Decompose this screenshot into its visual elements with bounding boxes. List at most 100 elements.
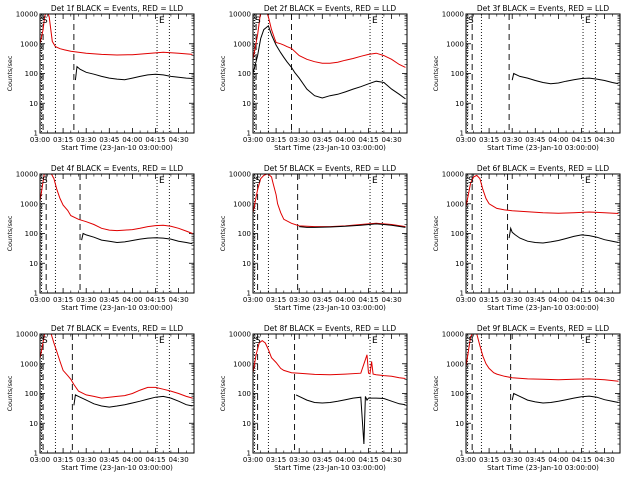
x-axis-label: Start Time (23-Jan-10 03:00:00): [61, 304, 173, 312]
start-marker-label: S: [255, 176, 261, 186]
x-tick-label: 03:15: [266, 456, 286, 464]
x-tick-label: 03:15: [266, 136, 286, 144]
y-tick-label: 1: [34, 130, 38, 138]
x-axis-label: Start Time (23-Jan-10 03:00:00): [487, 144, 599, 152]
events-rate-line: [295, 394, 406, 445]
x-tick-label: 03:45: [312, 296, 332, 304]
x-tick-label: 04:30: [595, 136, 615, 144]
x-tick-label: 03:00: [30, 296, 50, 304]
panel-title: Det 5f BLACK = Events, RED = LLD: [264, 164, 397, 173]
end-marker-label: E: [372, 16, 378, 26]
x-tick-label: 03:00: [243, 296, 263, 304]
lld-rate-line: [466, 174, 619, 214]
y-axis-label: Counts/sec: [6, 375, 14, 411]
x-tick-label: 04:00: [122, 456, 142, 464]
end-marker-label: E: [585, 16, 591, 26]
y-tick-label: 1: [247, 290, 251, 298]
plot-panel-1: Det 1f BLACK = Events, RED = LLD Counts/s…: [6, 4, 195, 152]
y-tick-label: 1000: [233, 200, 251, 208]
end-marker-label: E: [159, 176, 165, 186]
end-marker-label: E: [372, 336, 378, 346]
plot-panel-6: Det 6f BLACK = Events, RED = LLD Counts/s…: [432, 164, 621, 312]
y-tick-label: 10000: [442, 11, 464, 19]
plot-area: [253, 14, 406, 133]
y-tick-label: 1000: [20, 360, 38, 368]
x-axis-label: Start Time (23-Jan-10 03:00:00): [274, 144, 386, 152]
x-tick-label: 03:15: [53, 136, 73, 144]
y-tick-label: 1000: [446, 360, 464, 368]
end-marker-label: E: [159, 336, 165, 346]
x-tick-label: 03:15: [479, 456, 499, 464]
panel-title: Det 9f BLACK = Events, RED = LLD: [477, 324, 610, 333]
events-rate-line: [73, 394, 193, 408]
y-tick-label: 100: [25, 390, 38, 398]
start-marker-label: S: [468, 176, 474, 186]
x-tick-label: 03:45: [312, 456, 332, 464]
y-axis-label: Counts/sec: [432, 215, 440, 251]
y-tick-label: 1000: [20, 40, 38, 48]
y-tick-label: 100: [25, 70, 38, 78]
x-tick-label: 04:30: [169, 136, 189, 144]
x-tick-label: 03:30: [289, 456, 309, 464]
x-tick-label: 03:45: [99, 456, 119, 464]
y-tick-label: 10: [242, 100, 251, 108]
x-tick-label: 03:15: [266, 296, 286, 304]
y-tick-label: 1000: [20, 200, 38, 208]
y-tick-label: 10000: [16, 11, 38, 19]
end-marker-label: E: [372, 176, 378, 186]
start-marker-label: S: [468, 336, 474, 346]
x-tick-label: 03:30: [289, 296, 309, 304]
plot-frame: [465, 13, 621, 134]
plot-area: [40, 14, 193, 133]
y-tick-label: 1: [460, 290, 464, 298]
x-tick-label: 04:30: [382, 296, 402, 304]
x-tick-label: 03:30: [289, 136, 309, 144]
x-tick-label: 03:30: [502, 296, 522, 304]
x-tick-label: 04:00: [548, 456, 568, 464]
y-axis-label: Counts/sec: [6, 55, 14, 91]
y-tick-label: 1: [247, 130, 251, 138]
plot-frame: [39, 13, 195, 134]
plot-panel-7: Det 7f BLACK = Events, RED = LLD Counts/s…: [6, 324, 195, 472]
lld-rate-line: [253, 339, 406, 379]
lld-rate-line: [466, 334, 619, 382]
x-tick-label: 03:45: [525, 456, 545, 464]
y-tick-label: 100: [238, 390, 251, 398]
x-tick-label: 04:00: [122, 296, 142, 304]
events-rate-line: [511, 72, 619, 85]
x-tick-label: 03:00: [30, 456, 50, 464]
plot-panel-2: Det 2f BLACK = Events, RED = LLD Counts/s…: [219, 4, 408, 152]
panel-title: Det 2f BLACK = Events, RED = LLD: [264, 4, 397, 13]
x-axis-label: Start Time (23-Jan-10 03:00:00): [61, 144, 173, 152]
x-tick-label: 04:30: [169, 296, 189, 304]
plot-panel-4: Det 4f BLACK = Events, RED = LLD Counts/s…: [6, 164, 195, 312]
y-tick-label: 10: [455, 260, 464, 268]
plot-area: [253, 174, 406, 293]
x-tick-label: 03:00: [243, 136, 263, 144]
plot-area: [253, 334, 406, 453]
y-tick-label: 10000: [229, 11, 251, 19]
x-tick-label: 03:30: [76, 136, 96, 144]
x-tick-label: 04:30: [595, 296, 615, 304]
y-tick-label: 1: [34, 450, 38, 458]
x-tick-label: 03:15: [479, 136, 499, 144]
y-tick-label: 1: [460, 450, 464, 458]
x-axis-label: Start Time (23-Jan-10 03:00:00): [487, 464, 599, 472]
x-tick-label: 03:00: [456, 136, 476, 144]
plot-frame: [252, 13, 408, 134]
x-tick-label: 03:00: [456, 456, 476, 464]
start-marker-label: S: [255, 16, 261, 26]
x-tick-label: 04:15: [571, 296, 591, 304]
panel-title: Det 8f BLACK = Events, RED = LLD: [264, 324, 397, 333]
y-tick-label: 10: [29, 260, 38, 268]
x-tick-label: 04:30: [595, 456, 615, 464]
x-tick-label: 04:15: [145, 296, 165, 304]
y-tick-label: 1: [34, 290, 38, 298]
plot-panel-5: Det 5f BLACK = Events, RED = LLD Counts/s…: [219, 164, 408, 312]
plot-frame: [39, 333, 195, 454]
y-tick-label: 10000: [16, 331, 38, 339]
y-axis-label: Counts/sec: [6, 215, 14, 251]
x-axis-label: Start Time (23-Jan-10 03:00:00): [487, 304, 599, 312]
start-marker-label: S: [42, 336, 48, 346]
events-rate-line: [81, 232, 193, 245]
